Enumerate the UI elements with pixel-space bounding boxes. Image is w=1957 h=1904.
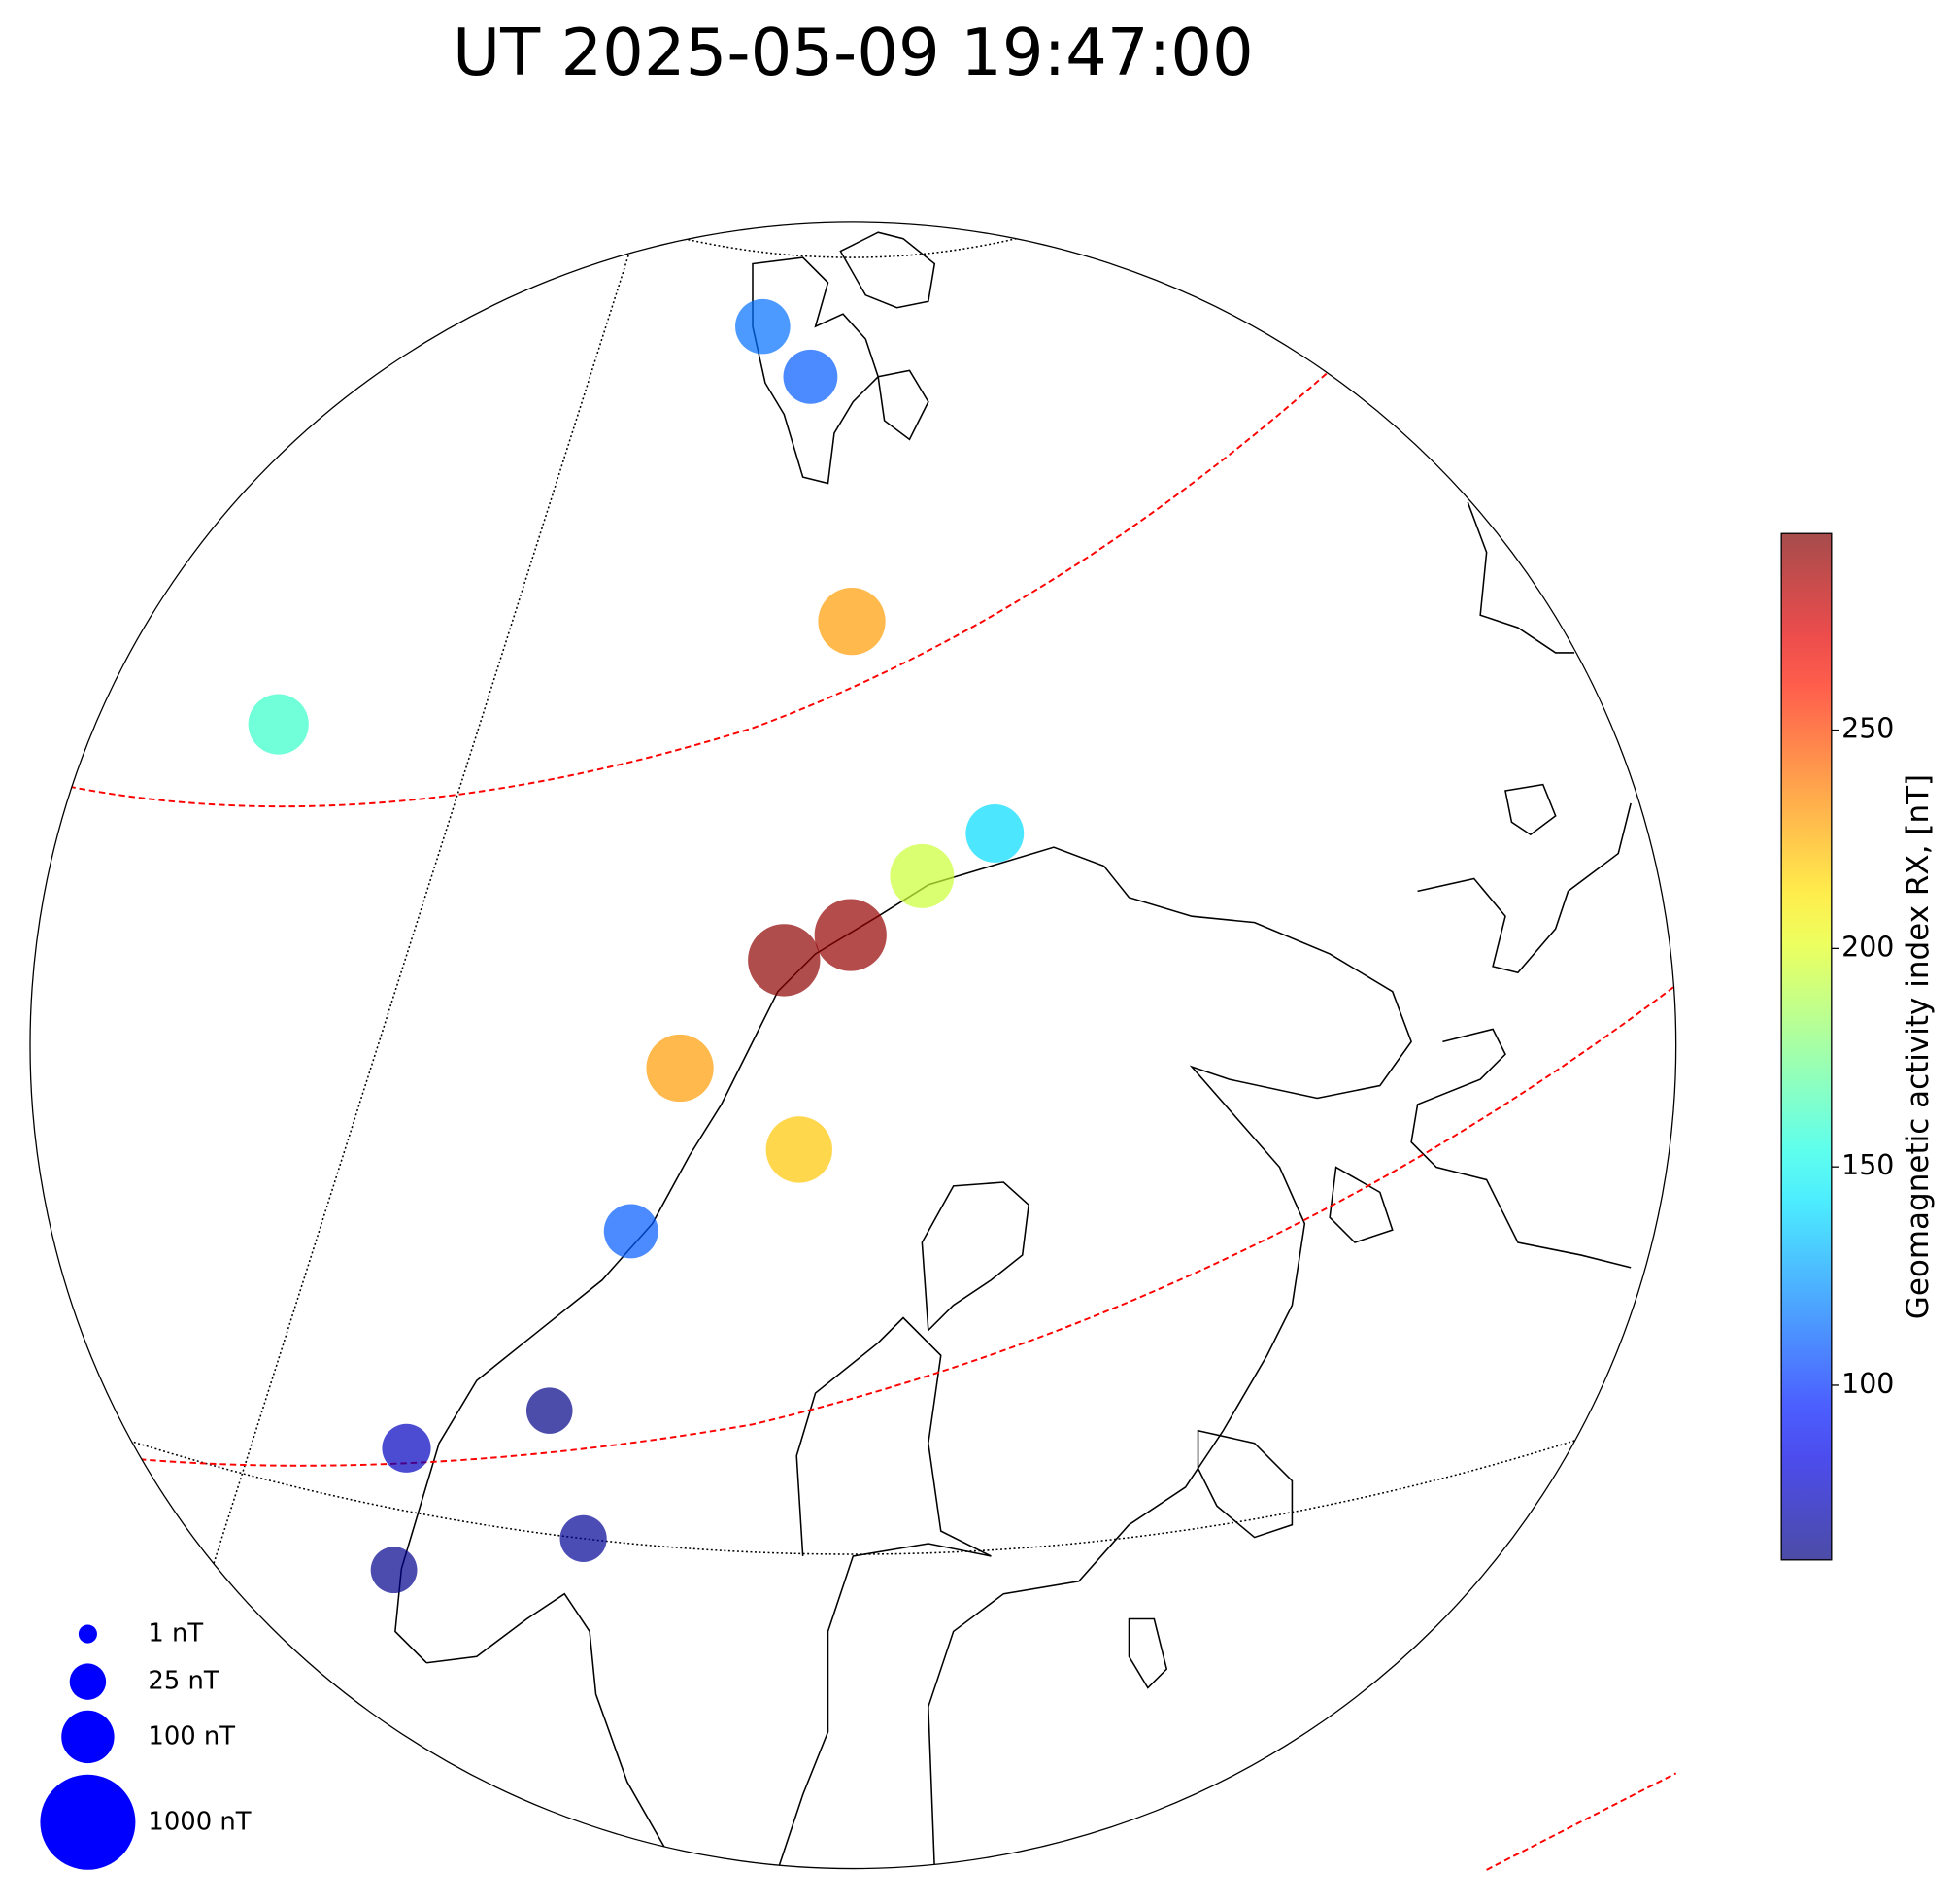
boundary-curve [30, 980, 1676, 1467]
station-marker [765, 1116, 832, 1183]
colorbar-tick-label: 250 [1841, 713, 1894, 745]
station-marker [783, 349, 838, 404]
colorbar-tick-label: 100 [1841, 1368, 1894, 1400]
size-legend-marker [78, 1624, 97, 1644]
map [30, 225, 1676, 1869]
coastline [1410, 802, 1632, 1269]
size-legend-label: 1 nT [148, 1619, 203, 1649]
chart-title: UT 2025-05-09 19:47:00 [453, 15, 1254, 90]
station-marker [748, 924, 821, 997]
station-marker [603, 1204, 658, 1259]
colorbar-tick-label: 150 [1841, 1149, 1894, 1181]
size-legend-marker [61, 1710, 115, 1764]
size-legend-label: 1000 nT [148, 1807, 251, 1836]
boundary-curve [30, 225, 1481, 808]
parallel [683, 237, 1017, 258]
size-legend-label: 100 nT [148, 1721, 235, 1751]
colorbar-tick-label: 200 [1841, 931, 1894, 963]
boundary-curve [1486, 1772, 1677, 1871]
colorbar [1780, 532, 1833, 1561]
size-legend-marker [69, 1663, 107, 1700]
station-marker [646, 1034, 714, 1103]
size-legend-label: 25 nT [148, 1667, 219, 1696]
station-marker [525, 1387, 573, 1434]
colorbar-label: Geomagnetic activity index RX, [nT] [1901, 774, 1936, 1319]
station-marker [559, 1514, 607, 1562]
station-marker [248, 694, 309, 755]
station-marker [370, 1547, 418, 1594]
station-marker [890, 843, 955, 908]
meridian [212, 251, 631, 1566]
coastline [394, 846, 1412, 1869]
coastline [1467, 501, 1575, 654]
map-border [29, 221, 1677, 1870]
station-marker [735, 298, 791, 355]
coastline [921, 1181, 1029, 1333]
station-marker [965, 804, 1025, 863]
station-marker [814, 899, 887, 971]
coastline [1128, 783, 1557, 1689]
station-marker [818, 588, 886, 656]
coastline [752, 231, 936, 485]
station-marker [382, 1423, 431, 1473]
parallel [124, 1439, 1579, 1555]
size-legend-marker [40, 1774, 136, 1870]
